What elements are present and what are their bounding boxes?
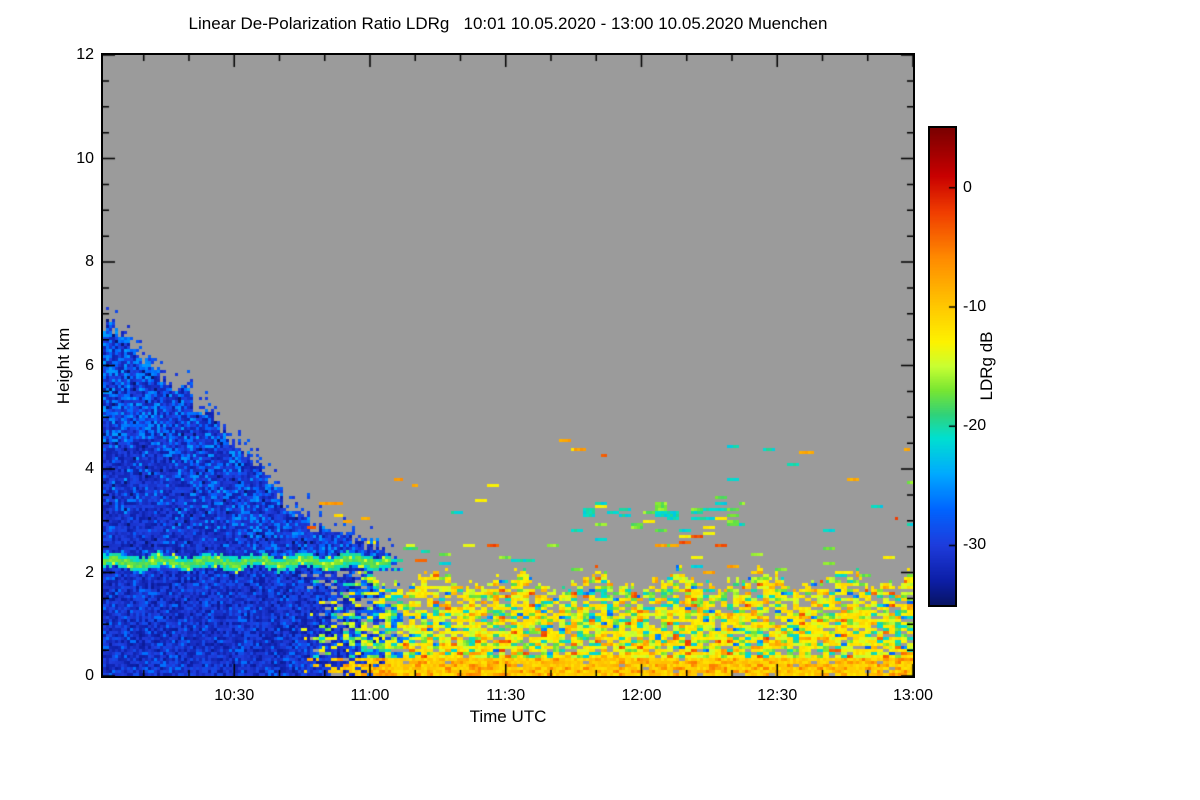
colorbar — [928, 126, 957, 607]
x-tick-label: 13:00 — [892, 687, 934, 704]
colorbar-tick-label: -20 — [963, 417, 987, 435]
colorbar-canvas — [930, 128, 955, 605]
y-tick-label: 0 — [85, 667, 94, 684]
y-tick-label: 2 — [85, 563, 94, 581]
x-tick-label: 11:30 — [486, 687, 526, 704]
colorbar-tick-label: 0 — [963, 178, 972, 196]
colorbar-tick-label: -10 — [963, 297, 987, 315]
plot-title: Linear De-Polarization Ratio LDRg 10:01 … — [188, 14, 828, 33]
x-tick-label: 10:30 — [214, 687, 255, 704]
x-tick-label: 11:00 — [350, 687, 390, 704]
colorbar-tick-label: -30 — [963, 536, 987, 554]
y-tick-label: 12 — [76, 46, 94, 63]
colorbar-label: LDRg dB — [977, 331, 996, 401]
plot-area — [101, 53, 915, 678]
heatmap-canvas — [103, 55, 913, 676]
x-axis-label: Time UTC — [469, 707, 547, 726]
x-tick-label: 12:00 — [621, 687, 662, 704]
y-tick-label: 8 — [85, 253, 94, 270]
y-tick-label: 6 — [85, 356, 94, 374]
y-tick-label: 10 — [76, 149, 94, 167]
y-tick-label: 4 — [85, 460, 94, 477]
x-tick-label: 12:30 — [757, 687, 798, 704]
